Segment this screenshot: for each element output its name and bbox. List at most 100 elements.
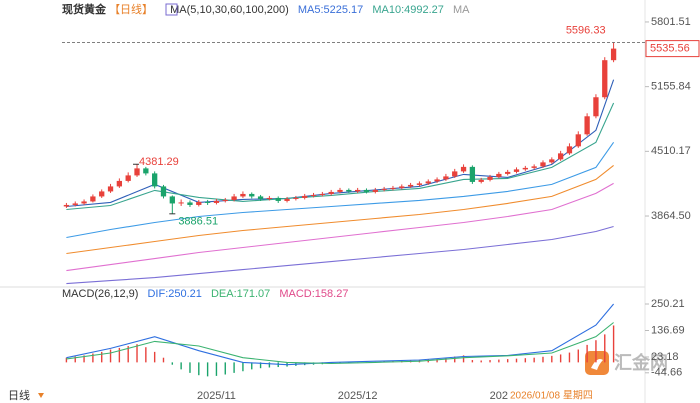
candle-body <box>125 175 131 181</box>
candle-body <box>310 194 317 196</box>
header: 现货黄金 【日线】 MA(5,10,30,60,100,200) MA5:522… <box>62 2 470 16</box>
dif-label: DIF:250.21 <box>147 288 201 300</box>
ma5-label: MA5:5225.17 <box>298 4 363 16</box>
candle-body <box>469 166 476 182</box>
y-tick-label: 136.69 <box>651 324 685 336</box>
candle-body <box>557 153 564 160</box>
candle-body <box>231 196 237 200</box>
candle-body <box>187 202 193 205</box>
candle-body <box>249 193 255 197</box>
footer-period[interactable]: 日线 <box>8 388 30 402</box>
candle-body <box>355 189 361 192</box>
dea-label: DEA:171.07 <box>211 288 270 300</box>
peak-annotation: 4381.29 <box>139 156 179 168</box>
high-annotation: 5596.33 <box>566 24 606 36</box>
candle-body <box>443 176 449 180</box>
macd-line <box>66 303 615 366</box>
candle-body <box>319 193 325 195</box>
y-tick-label: 5801.51 <box>651 16 691 28</box>
y-tick-label: 3864.50 <box>651 210 691 222</box>
candle-body <box>72 203 78 205</box>
candle-body <box>302 195 308 198</box>
candle-body <box>204 201 211 203</box>
candle-body <box>81 201 87 204</box>
x-tick-label: 2025/11 <box>197 390 236 402</box>
ma-icon[interactable] <box>165 3 178 16</box>
macd-label: MACD:158.27 <box>279 288 348 300</box>
candle-body <box>584 116 590 135</box>
ma-line <box>66 225 614 285</box>
ma-more: MA <box>453 4 470 16</box>
candle-body <box>213 200 220 203</box>
candle-body <box>116 180 123 187</box>
candle-body <box>90 196 96 202</box>
candle-body <box>452 171 458 177</box>
price-box <box>645 40 700 58</box>
candle-body <box>416 183 423 185</box>
candle-body <box>293 197 299 199</box>
macd-title: MACD(26,12,9) <box>62 288 138 300</box>
symbol: 现货黄金 <box>62 2 107 16</box>
candle-body <box>381 188 387 190</box>
x-tick-label: 202 <box>490 390 508 402</box>
candle-body <box>99 191 105 197</box>
candle-body <box>593 97 599 117</box>
macd-line <box>66 322 614 365</box>
candle-body <box>152 173 158 187</box>
candle-body <box>372 189 378 192</box>
candle-body <box>160 186 167 197</box>
ma-line <box>66 182 614 272</box>
macd-header: MACD(26,12,9) DIF:250.21 DEA:171.07 MACD… <box>62 288 348 300</box>
low-annotation: 3886.51 <box>178 216 218 228</box>
candle-body <box>107 186 114 192</box>
candle-body <box>240 193 246 197</box>
candle-body <box>390 187 396 189</box>
candle-body <box>566 146 573 154</box>
crosshair-date: 2026/01/08 星期四 <box>510 390 593 402</box>
candle-body <box>460 166 467 172</box>
candle-body <box>425 181 431 184</box>
y-tick-label: 23.18 <box>651 351 679 363</box>
candle-body <box>284 198 290 201</box>
candle-body <box>522 167 528 170</box>
ma-params: MA(5,10,30,60,100,200) <box>170 4 289 16</box>
current-price: 5535.56 <box>650 43 690 55</box>
candle-body <box>257 196 264 199</box>
candle-body <box>196 201 202 205</box>
candle-body <box>549 159 555 163</box>
dropdown-icon[interactable] <box>38 393 44 398</box>
y-tick-label: 250.21 <box>651 298 685 310</box>
y-tick-label: 4510.17 <box>651 145 691 157</box>
ma-line <box>66 164 614 255</box>
candle-body <box>363 189 370 192</box>
candle-body <box>407 184 414 187</box>
candle-body <box>478 179 484 182</box>
watermark-glyph <box>591 359 603 370</box>
candle-body <box>328 191 334 194</box>
candle-body <box>602 60 608 98</box>
ma10-label: MA10:4992.27 <box>372 4 444 16</box>
candle-body <box>531 166 537 168</box>
candle-body <box>275 197 281 201</box>
candle-body <box>222 199 228 201</box>
candle-body <box>178 202 184 204</box>
candle-body <box>266 197 273 199</box>
y-tick-label: 5155.84 <box>651 81 691 93</box>
candle-body <box>346 189 352 192</box>
candle-body <box>134 168 140 176</box>
period: 【日线】 <box>109 2 153 16</box>
candle-body <box>610 48 617 61</box>
candle-body <box>399 186 405 188</box>
candle-body <box>434 179 440 182</box>
ma-line <box>66 141 615 239</box>
candle-body <box>575 134 581 147</box>
candle-body <box>496 173 502 177</box>
candle-body <box>505 171 511 174</box>
y-tick-label: -44.66 <box>651 367 682 379</box>
candle-body <box>63 204 70 207</box>
candle-body <box>337 189 343 192</box>
candle-body <box>143 168 149 174</box>
candle-body <box>487 176 493 180</box>
